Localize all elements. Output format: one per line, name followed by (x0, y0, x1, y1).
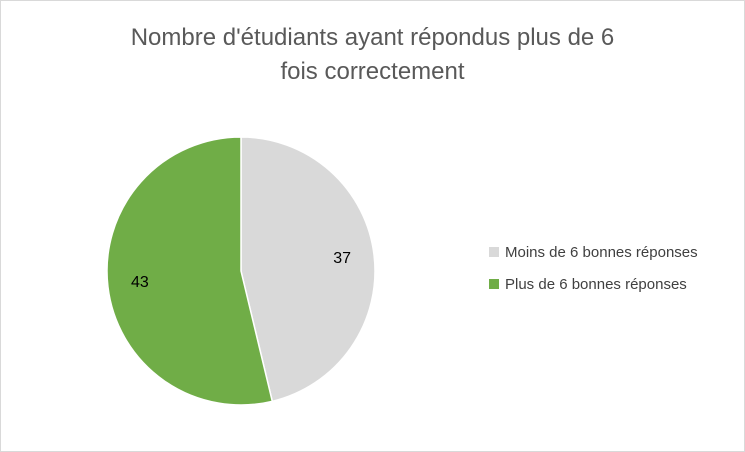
pie-data-labels: 37 43 (131, 250, 351, 291)
data-label-moins: 37 (333, 250, 351, 267)
legend-label-moins: Moins de 6 bonnes réponses (505, 243, 698, 261)
chart-title-line-2: fois correctement (280, 58, 465, 85)
chart-legend: Moins de 6 bonnes réponses Plus de 6 bon… (489, 243, 698, 307)
legend-swatch-moins (489, 247, 499, 257)
legend-item-moins: Moins de 6 bonnes réponses (489, 243, 698, 261)
data-label-plus: 43 (131, 274, 149, 291)
chart-title-line-1: Nombre d'étudiants ayant répondus plus d… (130, 24, 615, 51)
pie-slice-moins (240, 136, 376, 403)
legend-item-plus: Plus de 6 bonnes réponses (489, 275, 698, 293)
chart-title: Nombre d'étudiants ayant répondus plus d… (1, 21, 744, 89)
legend-label-plus: Plus de 6 bonnes réponses (505, 275, 687, 293)
pie-slices (106, 136, 376, 406)
legend-swatch-plus (489, 279, 499, 289)
pie-slice-plus (106, 136, 274, 406)
